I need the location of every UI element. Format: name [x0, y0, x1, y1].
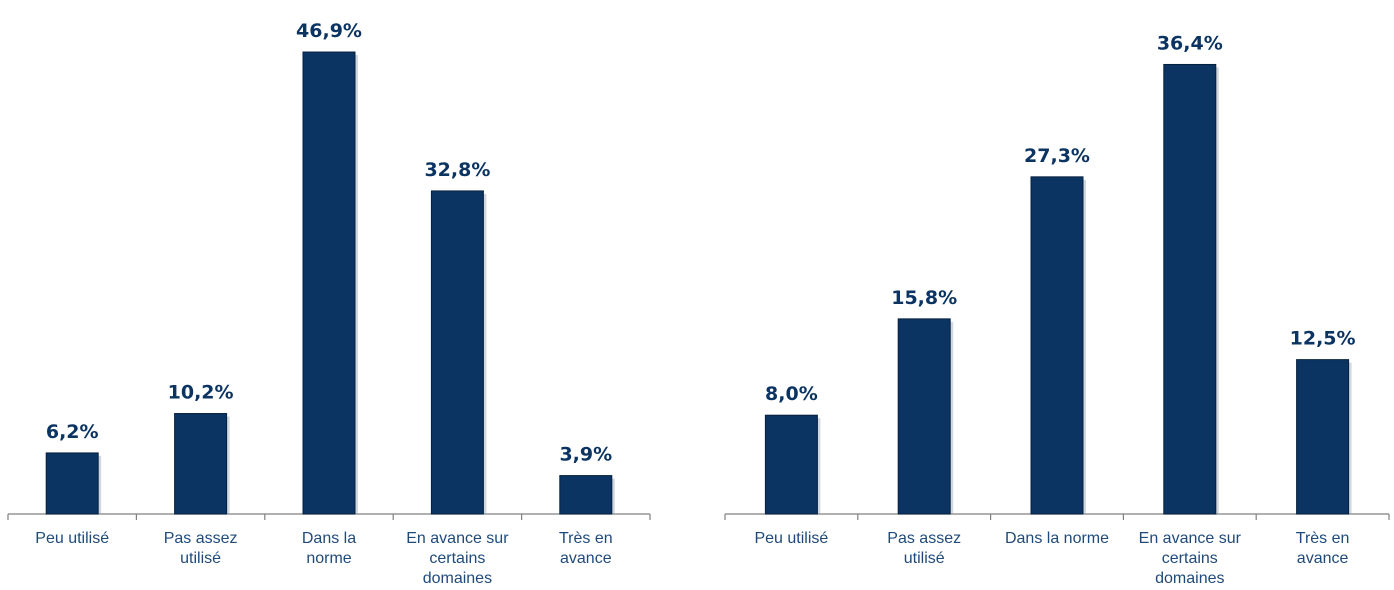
left-bar-5 — [559, 475, 613, 515]
right-category-label-5: Très en avance — [1296, 530, 1350, 567]
right-category-label-line: certains — [1162, 550, 1218, 567]
left-data-label-1: 6,2% — [46, 421, 99, 443]
chart-left: 6,2% Peu utilisé 10,2% Pas assez utilisé 46,9… — [7, 20, 651, 587]
left-category-label-2: Pas assez utilisé — [164, 530, 238, 567]
left-category-label-5: Très en avance — [559, 530, 613, 567]
left-category-label-line: Dans la — [302, 530, 356, 547]
right-category-label-3: Dans la norme — [1005, 530, 1109, 547]
left-category-label-3: Dans la norme — [302, 530, 356, 567]
right-data-label-3: 27,3% — [1024, 145, 1090, 167]
left-data-label-5: 3,9% — [559, 444, 612, 466]
right-bar-2 — [897, 318, 951, 515]
right-category-label-line: Peu utilisé — [754, 530, 828, 547]
right-bar-4 — [1163, 63, 1217, 515]
left-bar-2 — [174, 413, 228, 515]
right-category-label-1: Peu utilisé — [754, 530, 828, 547]
left-bar-1 — [45, 452, 99, 515]
left-category-label-line: utilisé — [180, 550, 221, 567]
right-category-label-line: domaines — [1155, 570, 1224, 587]
right-category-label-line: utilisé — [904, 550, 945, 567]
right-bar-1 — [764, 414, 818, 515]
right-bar-3 — [1030, 176, 1084, 515]
right-data-label-1: 8,0% — [765, 383, 818, 405]
right-category-label-line: En avance sur — [1139, 530, 1242, 547]
left-bar-3 — [302, 51, 356, 515]
right-data-label-4: 36,4% — [1157, 32, 1223, 54]
left-category-label-1: Peu utilisé — [35, 530, 109, 547]
left-category-label-line: Très en — [559, 530, 613, 547]
right-bar-5 — [1296, 359, 1350, 515]
left-category-label-line: avance — [560, 550, 612, 567]
right-category-label-line: Dans la norme — [1005, 530, 1109, 547]
right-category-label-4: En avance sur certains domaines — [1139, 530, 1242, 587]
left-category-label-line: norme — [306, 550, 351, 567]
left-category-label-line: Pas assez — [164, 530, 238, 547]
right-data-label-5: 12,5% — [1290, 328, 1356, 350]
right-category-label-2: Pas assez utilisé — [887, 530, 961, 567]
right-category-label-line: avance — [1297, 550, 1349, 567]
left-data-label-2: 10,2% — [168, 382, 234, 404]
left-category-label-line: domaines — [423, 570, 492, 587]
left-data-label-4: 32,8% — [424, 159, 490, 181]
right-category-label-line: Très en — [1296, 530, 1350, 547]
chart-right: 8,0% Peu utilisé 15,8% Pas assez utilisé 27,3… — [724, 32, 1390, 587]
left-data-label-3: 46,9% — [296, 20, 362, 42]
right-data-label-2: 15,8% — [891, 287, 957, 309]
left-category-label-4: En avance sur certains domaines — [406, 530, 509, 587]
left-category-label-line: En avance sur — [406, 530, 509, 547]
left-category-label-line: Peu utilisé — [35, 530, 109, 547]
left-category-label-line: certains — [429, 550, 485, 567]
right-category-label-line: Pas assez — [887, 530, 961, 547]
left-bar-4 — [430, 190, 484, 515]
